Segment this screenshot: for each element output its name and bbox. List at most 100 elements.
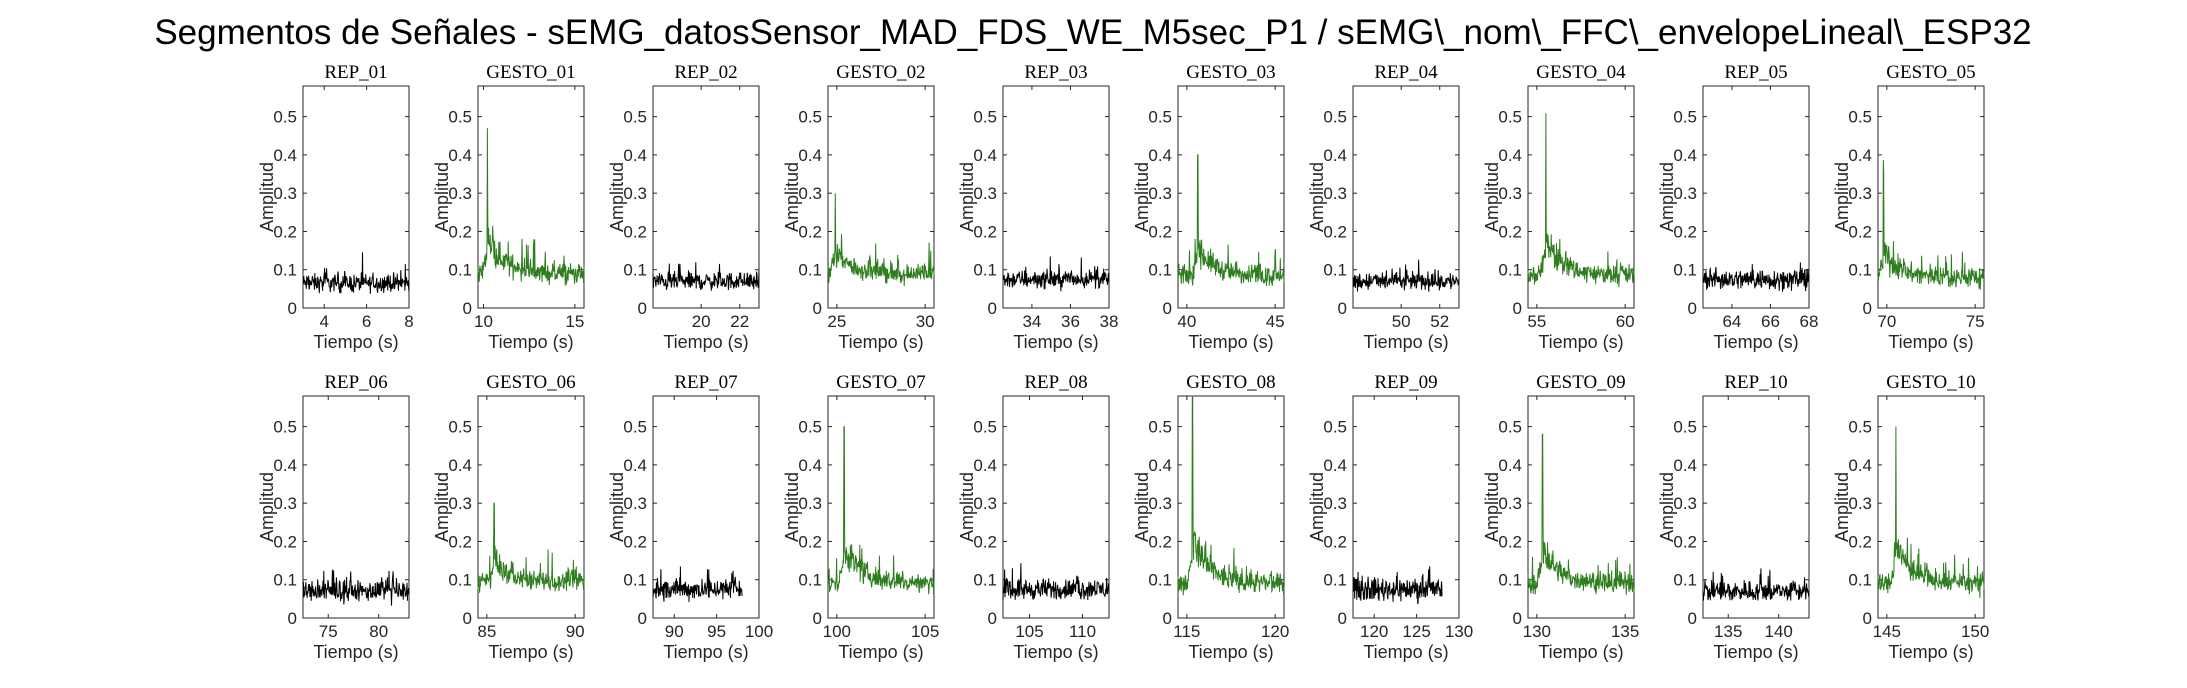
y-tick-label: 0.2 [448,532,472,551]
y-tick-label: 0.1 [1148,571,1172,590]
y-tick-label: 0.4 [1148,456,1172,475]
x-tick-label: 140 [1765,622,1793,641]
signal-line [1352,566,1443,605]
y-axis-label: Amplitud [1832,162,1852,232]
x-tick-label: 95 [707,622,726,641]
y-tick-label: 0.1 [1148,261,1172,280]
y-tick-label: 0.1 [1498,261,1522,280]
y-tick-label: 0.5 [1673,418,1697,437]
x-axis-label: Tiempo (s) [313,642,398,662]
signal-line [652,262,760,291]
y-tick-label: 0.1 [1498,571,1522,590]
y-tick-label: 0.2 [1323,532,1347,551]
y-tick-label: 0.1 [1848,571,1872,590]
y-tick-label: 0.3 [1148,184,1172,203]
x-axis-label: Tiempo (s) [1363,642,1448,662]
y-tick-label: 0 [1338,299,1347,318]
x-tick-label: 64 [1722,312,1741,331]
y-tick-label: 0.3 [973,494,997,513]
x-tick-label: 4 [319,312,328,331]
y-tick-label: 0.1 [1673,571,1697,590]
x-tick-label: 50 [1392,312,1411,331]
y-tick-label: 0.1 [1673,261,1697,280]
y-tick-label: 0.5 [1848,108,1872,127]
x-tick-label: 125 [1402,622,1430,641]
y-tick-label: 0.3 [1323,184,1347,203]
x-tick-label: 66 [1761,312,1780,331]
x-tick-label: 115 [1173,622,1200,641]
subplot-title: GESTO_09 [1536,372,1625,393]
y-tick-label: 0.4 [448,146,472,165]
y-tick-label: 0.3 [623,494,647,513]
y-tick-label: 0.1 [1848,261,1872,280]
y-tick-label: 0 [813,299,822,318]
x-tick-label: 100 [745,622,773,641]
y-tick-label: 0.3 [798,184,822,203]
x-tick-label: 90 [566,622,585,641]
x-tick-label: 75 [1966,312,1985,331]
y-tick-label: 0.2 [1498,532,1522,551]
x-axis-label: Tiempo (s) [1713,642,1798,662]
y-tick-label: 0.5 [973,418,997,437]
y-tick-label: 0 [1163,299,1172,318]
y-axis-label: Amplitud [432,472,452,542]
subplot-title: REP_03 [1024,62,1087,83]
y-tick-label: 0.3 [1498,184,1522,203]
y-tick-label: 0 [988,299,997,318]
y-tick-label: 0.4 [448,456,472,475]
y-axis-label: Amplitud [1307,162,1327,232]
y-tick-label: 0.5 [1498,108,1522,127]
y-tick-label: 0.3 [798,494,822,513]
x-axis-label: Tiempo (s) [1188,642,1273,662]
x-tick-label: 34 [1022,312,1041,331]
x-tick-label: 135 [1714,622,1742,641]
y-tick-label: 0.2 [273,222,297,241]
subplot-title: GESTO_06 [486,372,575,393]
x-tick-label: 6 [362,312,371,331]
subplot-title: REP_09 [1374,372,1437,393]
x-tick-label: 105 [911,622,939,641]
y-tick-label: 0.4 [273,146,297,165]
axes-box [652,395,760,619]
y-tick-label: 0.1 [1323,571,1347,590]
subplot-title: REP_05 [1724,62,1787,83]
y-tick-label: 0 [463,609,472,628]
x-tick-label: 80 [369,622,388,641]
x-tick-label: 120 [1360,622,1388,641]
subplot-title: GESTO_04 [1536,62,1626,83]
signal-line [1877,426,1985,598]
y-tick-label: 0.3 [1673,494,1697,513]
signal-line [1352,259,1460,292]
signal-line [827,426,935,595]
subplot-title: REP_08 [1024,372,1087,393]
y-tick-label: 0.3 [1848,184,1872,203]
x-axis-label: Tiempo (s) [1538,642,1623,662]
x-tick-label: 52 [1430,312,1449,331]
y-tick-label: 0.4 [1848,456,1872,475]
signal-line [1002,256,1110,292]
y-tick-label: 0.4 [973,456,997,475]
y-tick-label: 0.4 [973,146,997,165]
y-tick-label: 0.4 [1848,146,1872,165]
y-tick-label: 0.4 [623,146,647,165]
axes-box [1702,395,1810,619]
y-tick-label: 0.4 [798,456,822,475]
y-tick-label: 0.1 [273,261,297,280]
x-tick-label: 150 [1961,622,1989,641]
y-tick-label: 0 [1863,609,1872,628]
y-tick-label: 0 [638,609,647,628]
x-tick-label: 10 [474,312,493,331]
y-tick-label: 0.1 [973,261,997,280]
